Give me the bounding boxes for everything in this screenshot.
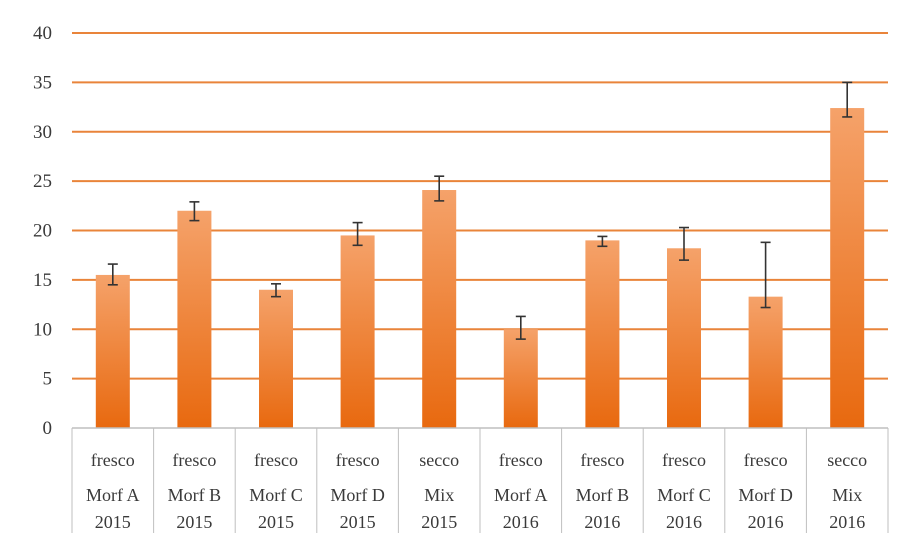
x-category-label-line3: 2016: [829, 512, 865, 532]
error-bar: [107, 263, 118, 286]
error-bar: [189, 201, 200, 222]
x-category-label-line3: 2016: [748, 512, 784, 532]
error-bar: [434, 175, 445, 202]
y-tick-label: 15: [33, 270, 52, 291]
x-category-label-line2: Mix: [424, 485, 454, 505]
error-bars: [107, 81, 853, 340]
x-category-label-line2: Morf C: [249, 485, 303, 505]
x-category-label-line1: fresco: [336, 450, 380, 470]
bar: [667, 248, 701, 428]
x-category-label-line2: Morf A: [86, 485, 140, 505]
x-category-label-line2: Morf C: [657, 485, 711, 505]
x-category-label-line2: Morf D: [330, 485, 385, 505]
y-tick-label: 0: [43, 418, 53, 439]
x-category-label-line1: fresco: [499, 450, 543, 470]
error-bar: [597, 235, 608, 248]
x-category-label-line3: 2015: [421, 512, 457, 532]
x-category-label-line1: fresco: [91, 450, 135, 470]
x-category-label-line3: 2015: [258, 512, 294, 532]
x-axis-category-table: fresco Morf A 2015 fresco Morf B 2015 fresco Mo…: [71, 427, 889, 533]
bar: [177, 210, 212, 428]
bar: [503, 329, 538, 428]
y-tick-label: 5: [43, 369, 53, 390]
x-category-label-line3: 2016: [584, 512, 620, 532]
bar: [830, 108, 865, 429]
bars: [95, 108, 865, 429]
x-category-label-line3: 2016: [503, 512, 539, 532]
error-bar: [515, 315, 526, 340]
bar: [259, 289, 293, 428]
bar: [340, 235, 375, 428]
error-bar: [842, 81, 853, 118]
bar: [748, 296, 783, 428]
x-category-label-line2: Morf B: [576, 485, 630, 505]
bar: [95, 274, 130, 428]
x-category-label-line2: Morf B: [168, 485, 222, 505]
y-tick-label: 40: [33, 23, 52, 44]
y-tick-label: 25: [33, 171, 52, 192]
bar: [422, 190, 457, 428]
y-axis-tick-labels: 0 5 10 15 20 25 30 35 40: [33, 23, 52, 439]
error-bar: [679, 226, 689, 261]
error-bar: [271, 283, 281, 298]
x-category-label-line2: Mix: [832, 485, 862, 505]
x-category-label-line3: 2015: [340, 512, 376, 532]
x-category-label-line3: 2015: [95, 512, 131, 532]
x-category-label-line1: fresco: [744, 450, 788, 470]
x-category-label-line1: secco: [419, 450, 459, 470]
error-bar: [352, 221, 363, 247]
x-category-label-line1: secco: [827, 450, 867, 470]
x-category-label-line2: Morf A: [494, 485, 548, 505]
x-category-label-line2: Morf D: [738, 485, 793, 505]
y-tick-label: 30: [33, 122, 52, 143]
x-category-label-line3: 2015: [176, 512, 212, 532]
x-category-label-line1: fresco: [254, 450, 298, 470]
y-tick-label: 20: [33, 221, 52, 242]
x-category-label-line1: fresco: [580, 450, 624, 470]
error-bar: [760, 241, 771, 309]
bar: [585, 240, 620, 428]
y-tick-label: 10: [33, 319, 52, 340]
x-category-label-line1: fresco: [172, 450, 216, 470]
y-tick-label: 35: [33, 72, 52, 93]
x-category-label-line3: 2016: [666, 512, 702, 532]
x-category-label-line1: fresco: [662, 450, 706, 470]
